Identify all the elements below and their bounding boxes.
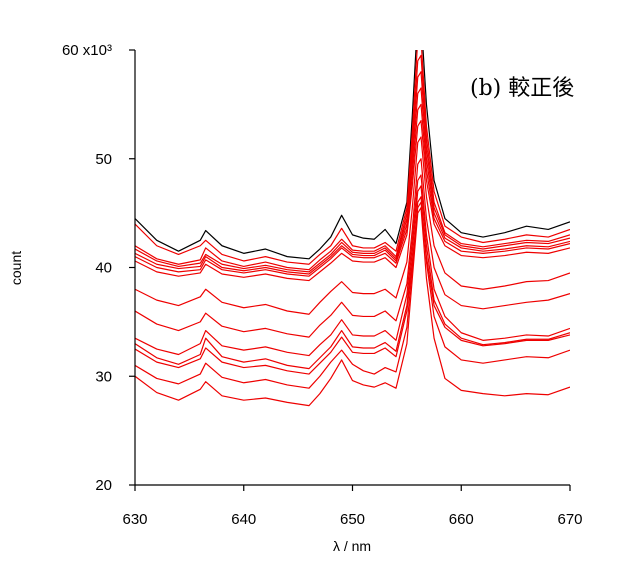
y-axis-title: count [8,251,24,285]
series-line-10 [135,174,570,357]
series-line-1 [135,50,570,260]
x-tick-label: 670 [557,511,582,528]
series-line-12 [135,201,570,375]
series-line-4 [135,71,570,273]
x-tick-label: 660 [449,511,474,528]
y-tick-label: 60 x10³ [62,42,112,59]
x-tick-label: 640 [231,511,256,528]
x-tick-label: 650 [340,511,365,528]
y-tick-label: 40 [95,260,112,277]
y-tick-label: 30 [95,368,112,385]
series-line-13 [135,196,570,389]
x-tick-label: 630 [122,511,147,528]
series-line-8 [135,136,570,315]
series-line-11 [135,185,570,370]
series-line-5 [135,87,570,275]
x-axis-title: λ / nm [333,538,371,554]
panel-annotation: (b) 較正後 [470,76,574,101]
x-ticks: 630 640 650 660 670 [122,485,583,528]
series-line-2 [135,50,570,265]
y-tick-label: 50 [95,151,112,168]
y-tick-label: 20 [95,477,112,494]
y-ticks: 20 30 40 50 60 x10³ [62,42,135,494]
series-line-6 [135,103,570,277]
series-line-7 [135,120,570,282]
series-line-3 [135,54,570,271]
series-lines [135,50,570,407]
series-line-9 [135,158,570,338]
series-line-14 [135,207,570,407]
